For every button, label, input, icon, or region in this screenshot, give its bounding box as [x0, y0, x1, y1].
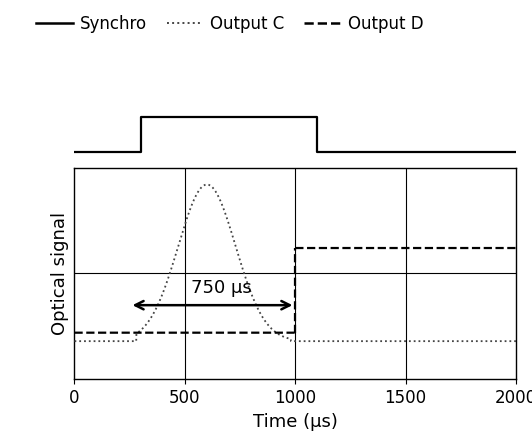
X-axis label: Time (μs): Time (μs) — [253, 412, 338, 430]
Y-axis label: Optical signal: Optical signal — [51, 212, 69, 335]
Legend: Synchro, Output C, Output D: Synchro, Output C, Output D — [30, 8, 430, 40]
Text: 750 μs: 750 μs — [191, 279, 252, 297]
